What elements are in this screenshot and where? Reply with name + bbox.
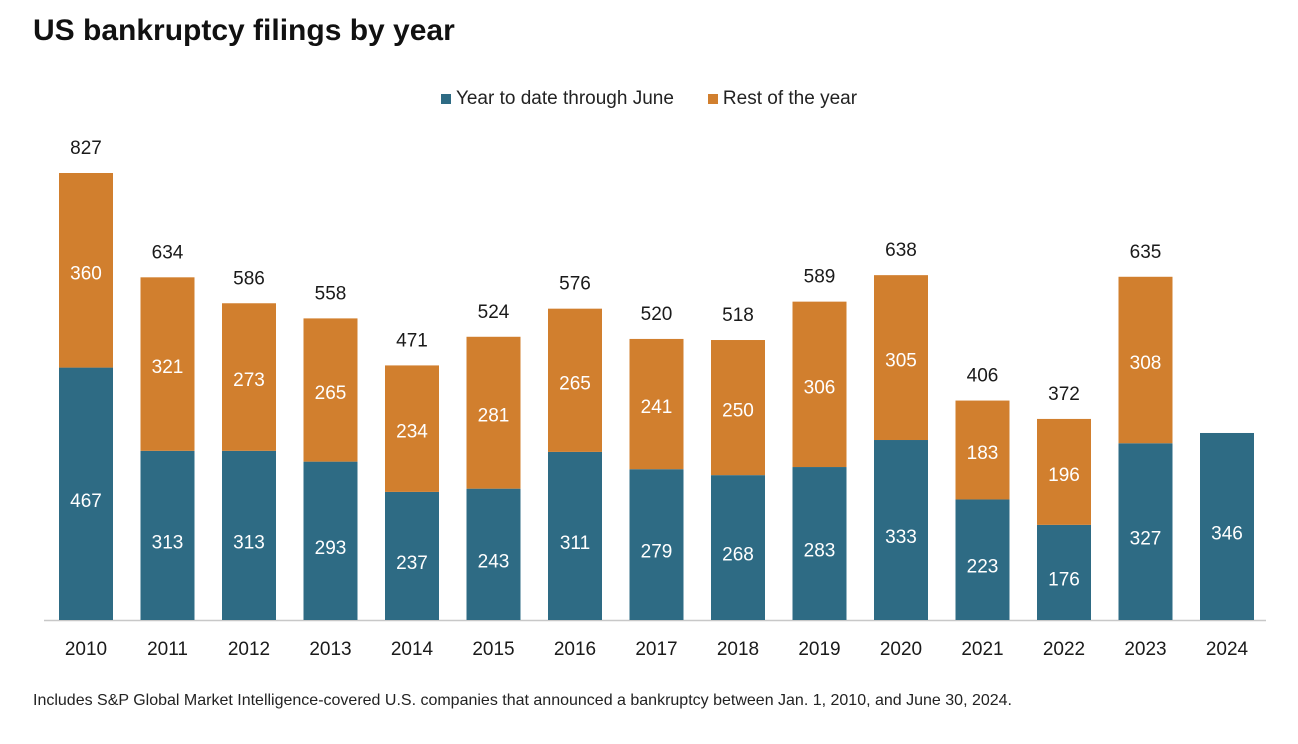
- data-label-ytd-2023: 327: [1130, 529, 1162, 550]
- bar-rest-2022: [1037, 418, 1091, 525]
- bar-rest-2014: [385, 365, 439, 492]
- bar-ytd-2013: [303, 461, 358, 620]
- data-label-rest-2020: 305: [885, 351, 917, 372]
- data-label-rest-2021: 183: [967, 443, 999, 464]
- bar-rest-2021: [955, 400, 1010, 500]
- bar-rest-2019: [792, 301, 847, 468]
- data-label-rest-2022: 196: [1048, 465, 1080, 486]
- total-label-2013: 558: [315, 283, 347, 304]
- footnote: Includes S&P Global Market Intelligence-…: [33, 692, 1012, 709]
- data-label-rest-2013: 265: [315, 383, 347, 404]
- bar-rest-2018: [711, 340, 765, 476]
- bar-ytd-2014: [385, 491, 439, 620]
- total-label-2010: 827: [70, 138, 102, 159]
- x-tick-label-2012: 2012: [228, 639, 270, 660]
- bar-ytd-2024: [1200, 432, 1254, 620]
- data-label-rest-2019: 306: [804, 377, 836, 398]
- total-label-2012: 586: [233, 268, 265, 289]
- bar-ytd-2018: [711, 475, 765, 620]
- bar-ytd-2020: [874, 440, 928, 620]
- data-label-ytd-2010: 467: [70, 491, 102, 512]
- data-label-ytd-2018: 268: [722, 545, 754, 566]
- x-tick-label-2020: 2020: [880, 639, 922, 660]
- data-label-ytd-2020: 333: [885, 527, 917, 548]
- data-label-ytd-2022: 176: [1048, 569, 1080, 590]
- total-label-2019: 589: [804, 267, 836, 288]
- total-label-2017: 520: [641, 304, 673, 325]
- legend-item-rest: Rest of the year: [707, 88, 858, 110]
- data-label-ytd-2012: 313: [233, 532, 265, 553]
- data-label-ytd-2019: 283: [804, 541, 836, 562]
- x-tick-label-2024: 2024: [1206, 639, 1249, 660]
- x-tick-label-2017: 2017: [635, 639, 677, 660]
- bar-rest-2011: [140, 277, 195, 451]
- total-label-2020: 638: [885, 240, 917, 261]
- x-tick-label-2015: 2015: [472, 639, 514, 660]
- x-tick-label-2019: 2019: [798, 639, 840, 660]
- bar-rest-2013: [303, 318, 358, 462]
- bar-rest-2010: [59, 173, 113, 368]
- x-tick-label-2014: 2014: [391, 639, 434, 660]
- bar-rest-2012: [222, 303, 276, 451]
- bar-rest-2017: [629, 338, 684, 470]
- bar-rest-2020: [874, 275, 928, 441]
- data-label-ytd-2016: 311: [560, 533, 590, 554]
- bar-rest-2016: [548, 308, 602, 452]
- bar-ytd-2012: [222, 450, 276, 620]
- total-label-2014: 471: [396, 330, 428, 351]
- data-label-rest-2023: 308: [1130, 353, 1162, 374]
- total-label-2021: 406: [967, 366, 999, 387]
- data-label-ytd-2021: 223: [967, 557, 999, 578]
- data-label-rest-2010: 360: [70, 263, 102, 284]
- x-tick-label-2013: 2013: [309, 639, 351, 660]
- x-tick-label-2010: 2010: [65, 639, 107, 660]
- x-tick-label-2022: 2022: [1043, 639, 1085, 660]
- bar-ytd-2017: [629, 469, 684, 620]
- data-label-ytd-2024: 346: [1211, 524, 1243, 545]
- total-label-2022: 372: [1048, 384, 1080, 405]
- bar-rest-2023: [1118, 276, 1173, 444]
- legend-label-rest: Rest of the year: [722, 88, 858, 109]
- legend-swatch-rest: [707, 94, 718, 104]
- data-label-rest-2012: 273: [233, 370, 265, 391]
- data-label-ytd-2013: 293: [315, 538, 347, 559]
- x-tick-label-2021: 2021: [961, 639, 1003, 660]
- total-label-2011: 634: [152, 242, 184, 263]
- bar-rest-2015: [466, 336, 521, 489]
- bar-ytd-2023: [1118, 443, 1173, 620]
- total-label-2023: 635: [1130, 242, 1162, 263]
- bar-ytd-2022: [1037, 524, 1091, 620]
- data-label-rest-2017: 241: [641, 397, 673, 418]
- bar-ytd-2021: [955, 499, 1010, 620]
- total-label-2016: 576: [559, 274, 591, 295]
- data-label-rest-2015: 281: [478, 406, 510, 427]
- bar-ytd-2019: [792, 467, 847, 620]
- legend-swatch-ytd: [440, 94, 451, 104]
- x-tick-label-2018: 2018: [717, 639, 759, 660]
- data-label-ytd-2014: 237: [396, 553, 428, 574]
- bar-ytd-2016: [548, 451, 602, 620]
- total-label-2018: 518: [722, 305, 754, 326]
- total-label-2015: 524: [478, 302, 510, 323]
- bar-ytd-2011: [140, 450, 195, 620]
- bar-ytd-2010: [59, 367, 113, 620]
- data-label-ytd-2015: 243: [478, 551, 510, 572]
- legend-item-ytd: Year to date through June: [440, 88, 674, 110]
- data-label-rest-2016: 265: [559, 373, 591, 394]
- data-label-ytd-2011: 313: [152, 532, 184, 553]
- x-tick-label-2016: 2016: [554, 639, 596, 660]
- legend-label-ytd: Year to date through June: [455, 88, 674, 109]
- x-tick-label-2023: 2023: [1124, 639, 1166, 660]
- data-label-rest-2018: 250: [722, 401, 754, 422]
- chart-title: US bankruptcy filings by year: [33, 14, 455, 47]
- bar-ytd-2015: [466, 488, 521, 620]
- x-tick-label-2011: 2011: [147, 639, 188, 660]
- data-label-rest-2014: 234: [396, 422, 428, 443]
- legend: Year to date through June Rest of the ye…: [0, 88, 1298, 110]
- data-label-rest-2011: 321: [152, 357, 184, 378]
- data-label-ytd-2017: 279: [641, 542, 673, 563]
